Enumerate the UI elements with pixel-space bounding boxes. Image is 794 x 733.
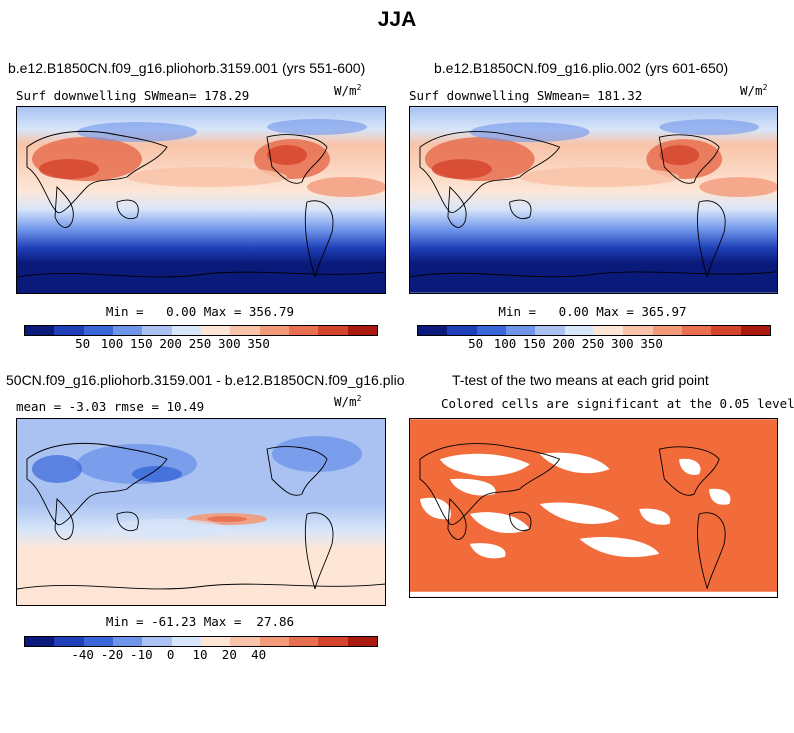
panel2-colorbar bbox=[417, 325, 771, 336]
panel4-map bbox=[409, 418, 778, 598]
panel3-map bbox=[16, 418, 386, 606]
colorbar-tick-label: 20 bbox=[221, 647, 237, 662]
colorbar-swatch bbox=[652, 326, 682, 335]
colorbar-tick-label: 250 bbox=[581, 336, 605, 351]
colorbar-swatch bbox=[83, 326, 113, 335]
colorbar-tick-label: 250 bbox=[188, 336, 212, 351]
colorbar-tick-label: -10 bbox=[130, 647, 153, 662]
panel1-subtitle: Surf downwelling SWmean= 178.29 bbox=[16, 88, 249, 103]
colorbar-swatch bbox=[25, 637, 55, 646]
colorbar-tick-label: 100 bbox=[493, 336, 517, 351]
panel3-units: W/m2 bbox=[334, 394, 362, 410]
colorbar-tick-label: 0 bbox=[166, 647, 175, 662]
figure-title: JJA bbox=[377, 8, 417, 31]
colorbar-swatch bbox=[112, 326, 143, 335]
colorbar-swatch bbox=[83, 637, 113, 646]
panel1-colorbar-ticks: 50 100 150 200 250 300 350 bbox=[24, 336, 376, 351]
colorbar-tick-label: 10 bbox=[192, 647, 208, 662]
colorbar-tick-label: -40 bbox=[71, 647, 94, 662]
colorbar-swatch bbox=[288, 637, 319, 646]
colorbar-swatch bbox=[171, 326, 201, 335]
panel3-colorbar bbox=[24, 636, 378, 647]
colorbar-swatch bbox=[447, 326, 477, 335]
panel1-minmax: Min = 0.00 Max = 356.79 bbox=[105, 304, 295, 319]
colorbar-tick-label: 200 bbox=[552, 336, 575, 351]
colorbar-swatch bbox=[142, 637, 172, 646]
colorbar-swatch bbox=[623, 326, 653, 335]
colorbar-tick-label: 50 bbox=[468, 336, 484, 351]
colorbar-swatch bbox=[347, 637, 377, 646]
colorbar-swatch bbox=[230, 326, 260, 335]
panel2-minmax: Min = 0.00 Max = 365.97 bbox=[498, 304, 687, 319]
colorbar-swatch bbox=[505, 326, 536, 335]
panel4-title: T-test of the two means at each grid poi… bbox=[452, 372, 709, 388]
colorbar-tick-label: 100 bbox=[100, 336, 124, 351]
colorbar-swatch bbox=[418, 326, 448, 335]
panel1-units: W/m2 bbox=[334, 83, 362, 99]
colorbar-swatch bbox=[288, 326, 319, 335]
panel1-mean: mean= 178.29 bbox=[159, 88, 250, 103]
colorbar-tick-label: 300 bbox=[218, 336, 241, 351]
panel3-colorbar-ticks: -40 -20 -10 0 10 20 40 bbox=[24, 647, 376, 662]
colorbar-swatch bbox=[25, 326, 55, 335]
panel2-title: b.e12.B1850CN.f09_g16.plio.002 (yrs 601-… bbox=[434, 60, 729, 76]
panel2-map bbox=[409, 106, 778, 294]
colorbar-swatch bbox=[740, 326, 770, 335]
colorbar-swatch bbox=[593, 326, 624, 335]
colorbar-tick-label: 200 bbox=[159, 336, 182, 351]
panel2-map-svg bbox=[410, 107, 777, 293]
colorbar-swatch bbox=[54, 326, 84, 335]
colorbar-tick-label: 150 bbox=[130, 336, 153, 351]
panel2-variable: Surf downwelling SW bbox=[409, 88, 552, 103]
panel1-map-svg bbox=[17, 107, 385, 293]
colorbar-swatch bbox=[318, 637, 348, 646]
colorbar-swatch bbox=[535, 326, 565, 335]
colorbar-tick-label: 50 bbox=[75, 336, 91, 351]
panel2-mean: mean= 181.32 bbox=[552, 88, 643, 103]
colorbar-swatch bbox=[347, 326, 377, 335]
colorbar-tick-label: 350 bbox=[247, 336, 270, 351]
panel2-colorbar-ticks: 50 100 150 200 250 300 350 bbox=[417, 336, 769, 351]
colorbar-swatch bbox=[200, 326, 231, 335]
panel4-map-svg bbox=[410, 419, 777, 597]
panel1-variable: Surf downwelling SW bbox=[16, 88, 159, 103]
panel4-subtitle: Colored cells are significant at the 0.0… bbox=[441, 396, 794, 411]
colorbar-swatch bbox=[230, 637, 260, 646]
colorbar-swatch bbox=[142, 326, 172, 335]
panel3-minmax: Min = -61.23 Max = 27.86 bbox=[105, 614, 295, 629]
colorbar-tick-label: 300 bbox=[611, 336, 634, 351]
panel2-subtitle: Surf downwelling SWmean= 181.32 bbox=[409, 88, 642, 103]
colorbar-swatch bbox=[259, 326, 289, 335]
colorbar-swatch bbox=[112, 637, 143, 646]
colorbar-swatch bbox=[564, 326, 594, 335]
panel1-map bbox=[16, 106, 386, 294]
panel3-stats: mean = -3.03 rmse = 10.49 bbox=[16, 399, 205, 414]
panel2-units: W/m2 bbox=[740, 83, 768, 99]
colorbar-tick-label: 150 bbox=[523, 336, 546, 351]
panel3-map-svg bbox=[17, 419, 385, 605]
colorbar-tick-label: -20 bbox=[100, 647, 124, 662]
panel3-title: 50CN.f09_g16.pliohorb.3159.001 - b.e12.B… bbox=[6, 372, 406, 388]
colorbar-swatch bbox=[318, 326, 348, 335]
colorbar-swatch bbox=[200, 637, 231, 646]
colorbar-swatch bbox=[711, 326, 741, 335]
panel1-title: b.e12.B1850CN.f09_g16.pliohorb.3159.001 … bbox=[8, 60, 366, 76]
panel1-colorbar bbox=[24, 325, 378, 336]
colorbar-swatch bbox=[54, 637, 84, 646]
colorbar-swatch bbox=[476, 326, 506, 335]
colorbar-tick-label: 40 bbox=[251, 647, 267, 662]
colorbar-tick-label: 350 bbox=[640, 336, 663, 351]
colorbar-swatch bbox=[259, 637, 289, 646]
colorbar-swatch bbox=[681, 326, 712, 335]
colorbar-swatch bbox=[171, 637, 201, 646]
